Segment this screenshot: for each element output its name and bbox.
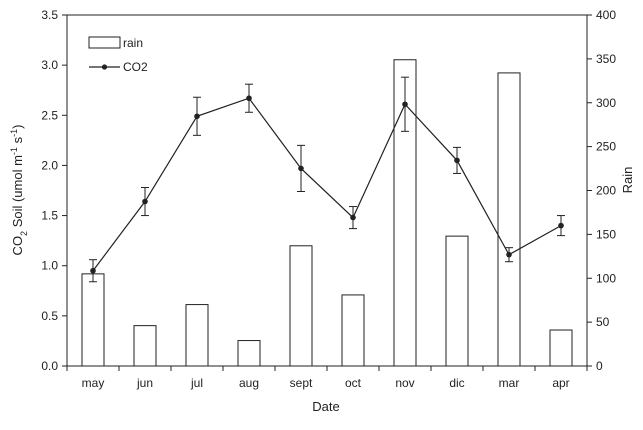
bar-rain-jul [185,304,209,367]
x-tick-label-dic: dic [449,376,464,390]
x-tick-label-oct: oct [345,376,362,390]
co2-series [89,76,565,283]
co2-point-oct [350,214,356,221]
co2-point-nov [402,101,408,108]
x-tick-label-jun: jun [136,376,153,390]
y-left-tick-label: 0.5 [41,309,58,323]
x-tick-label-mar: mar [499,376,520,390]
y-left-tick-label: 2.5 [41,108,58,122]
y-right-tick-label: 400 [596,8,616,22]
bar-rain-dic [445,235,469,367]
bar-rain-aug [237,340,261,367]
legend-rain-swatch [88,36,121,49]
y-left-tick-label: 2.0 [41,158,58,172]
y-right-tick-label: 250 [596,140,616,154]
bar-rain-apr [549,329,573,367]
y-left-tick-label: 3.5 [41,8,58,22]
y-left-tick-label: 0.0 [41,359,58,373]
co2-line [92,97,562,272]
y-right-tick-label: 100 [596,271,616,285]
co2-point-dic [454,157,460,164]
co2-point-sept [298,165,304,172]
co2-point-may [90,267,96,274]
y-right-tick-label: 150 [596,227,616,241]
axes: 0.0 0.5 1.0 1.5 2.0 2.5 3.0 3.5 0 50 100 150 200 250 3… [41,8,616,390]
legend-co2-label: CO2 [123,60,148,74]
x-axis-title: Date [312,399,339,414]
co2-point-aug [246,95,252,102]
y-left-tick-label: 3.0 [41,58,58,72]
bar-rain-jun [133,325,157,367]
bar-rain-may [81,273,105,367]
y-axis-left-title: CO2 Soil (umol m-1 s-1) [9,125,29,256]
co2-point-jul [194,113,200,120]
x-tick-label-sept: sept [290,376,313,390]
bar-rain-sept [289,245,313,367]
x-tick-label-may: may [82,376,105,390]
x-tick-label-jul: jul [190,376,203,390]
y-right-tick-label: 50 [596,315,610,329]
rain-bars [81,59,573,367]
legend-rain-label: rain [123,36,143,50]
y-right-tick-label: 200 [596,184,616,198]
x-tick-label-aug: aug [239,376,259,390]
legend-co2-marker [101,64,108,70]
y-axis-right-title: Rain [620,167,635,194]
co2-point-jun [142,198,148,205]
y-right-tick-label: 0 [596,359,603,373]
bar-rain-oct [341,294,365,367]
y-right-tick-label: 350 [596,52,616,66]
co2-point-mar [506,251,512,258]
y-right-tick-label: 300 [596,96,616,110]
co2-point-apr [558,222,564,229]
x-tick-label-nov: nov [395,376,414,390]
y-left-tick-label: 1.5 [41,209,58,223]
x-tick-label-apr: apr [552,376,569,390]
y-left-tick-label: 1.0 [41,259,58,273]
legend: rain CO2 [88,36,148,74]
bar-rain-mar [497,72,521,367]
